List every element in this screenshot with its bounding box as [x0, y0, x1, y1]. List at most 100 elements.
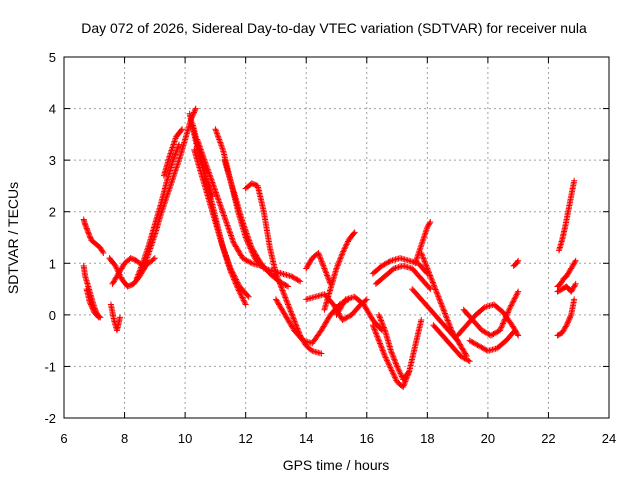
series-band-16-18-b [372, 262, 434, 293]
data-point [213, 190, 220, 197]
data-point [438, 300, 445, 307]
data-point [201, 156, 208, 163]
data-point [379, 320, 386, 327]
series-late-22-a [556, 177, 578, 254]
data-point [466, 358, 473, 365]
data-point [168, 145, 175, 152]
data-point [243, 229, 250, 236]
data-point [82, 221, 89, 228]
data-point [219, 208, 226, 215]
data-point [418, 317, 425, 324]
data-point [508, 302, 515, 309]
data-point [315, 251, 322, 258]
data-point [494, 328, 501, 335]
data-point [215, 133, 222, 140]
data-point [222, 218, 229, 225]
data-point [175, 160, 182, 167]
data-point [471, 340, 478, 347]
data-point [228, 266, 235, 273]
data-point [290, 274, 297, 281]
data-point [418, 242, 425, 249]
data-point [170, 142, 176, 149]
grid [64, 57, 609, 418]
data-point [283, 282, 290, 289]
series-fall-18-19 [418, 249, 461, 344]
series-flat-14-16 [303, 291, 370, 324]
x-tick-label: 18 [420, 431, 434, 446]
data-point [417, 245, 424, 252]
data-point [281, 293, 288, 300]
data-point [205, 168, 212, 175]
data-point [217, 202, 224, 209]
y-tick-label: 5 [49, 50, 56, 65]
data-point [290, 315, 297, 322]
data-point [214, 195, 221, 202]
data-point [321, 265, 328, 272]
data-point [216, 137, 223, 144]
data-point [382, 260, 389, 267]
data-point [401, 381, 408, 388]
data-point [515, 257, 522, 264]
data-point [484, 330, 491, 337]
data-point [397, 370, 404, 377]
x-tick-label: 20 [481, 431, 495, 446]
data-point [497, 325, 504, 332]
data-point [506, 306, 513, 313]
data-point [136, 268, 143, 275]
data-point [504, 310, 511, 317]
data-point [208, 191, 215, 198]
data-point [117, 314, 124, 321]
data-point [221, 213, 228, 220]
data-point [83, 224, 90, 231]
data-point [388, 366, 394, 373]
data-point [335, 259, 342, 266]
data-point [323, 269, 330, 276]
data-point [293, 324, 300, 331]
data-point [207, 187, 214, 194]
series-track-d [107, 301, 124, 334]
data-point [387, 364, 394, 371]
data-point [511, 328, 518, 335]
data-point [374, 334, 381, 341]
data-point [283, 297, 290, 304]
data-point [278, 284, 285, 291]
data-point [242, 226, 249, 233]
data-point [446, 321, 453, 328]
data-point [205, 169, 212, 176]
data-point [510, 298, 517, 305]
data-point [389, 350, 396, 357]
data-point [173, 164, 180, 171]
data-point [344, 314, 351, 321]
data-point [376, 313, 383, 320]
data-point [222, 252, 229, 259]
data-point [286, 305, 293, 312]
data-point [390, 371, 397, 378]
data-point [445, 318, 452, 325]
data-point [500, 319, 507, 326]
data-point [375, 337, 382, 344]
data-point [243, 257, 250, 264]
data-point [435, 293, 442, 300]
data-point [216, 200, 223, 207]
data-point [240, 297, 247, 304]
data-point [379, 346, 386, 353]
data-point [293, 276, 300, 283]
data-point [192, 105, 199, 112]
data-point [321, 266, 328, 273]
data-point [479, 345, 486, 352]
data-point [281, 281, 288, 288]
data-point [376, 340, 383, 347]
data-point [395, 366, 402, 373]
data-point [441, 310, 448, 317]
data-point [388, 367, 395, 374]
data-point [237, 290, 244, 297]
data-point [508, 301, 515, 308]
data-point [223, 253, 230, 260]
data-point [218, 241, 225, 248]
data-point [512, 294, 519, 301]
series-fall-18-19-c [430, 322, 473, 365]
x-tick-label: 6 [60, 431, 67, 446]
data-point [241, 298, 248, 305]
data-point [458, 353, 465, 360]
data-point [507, 303, 514, 310]
